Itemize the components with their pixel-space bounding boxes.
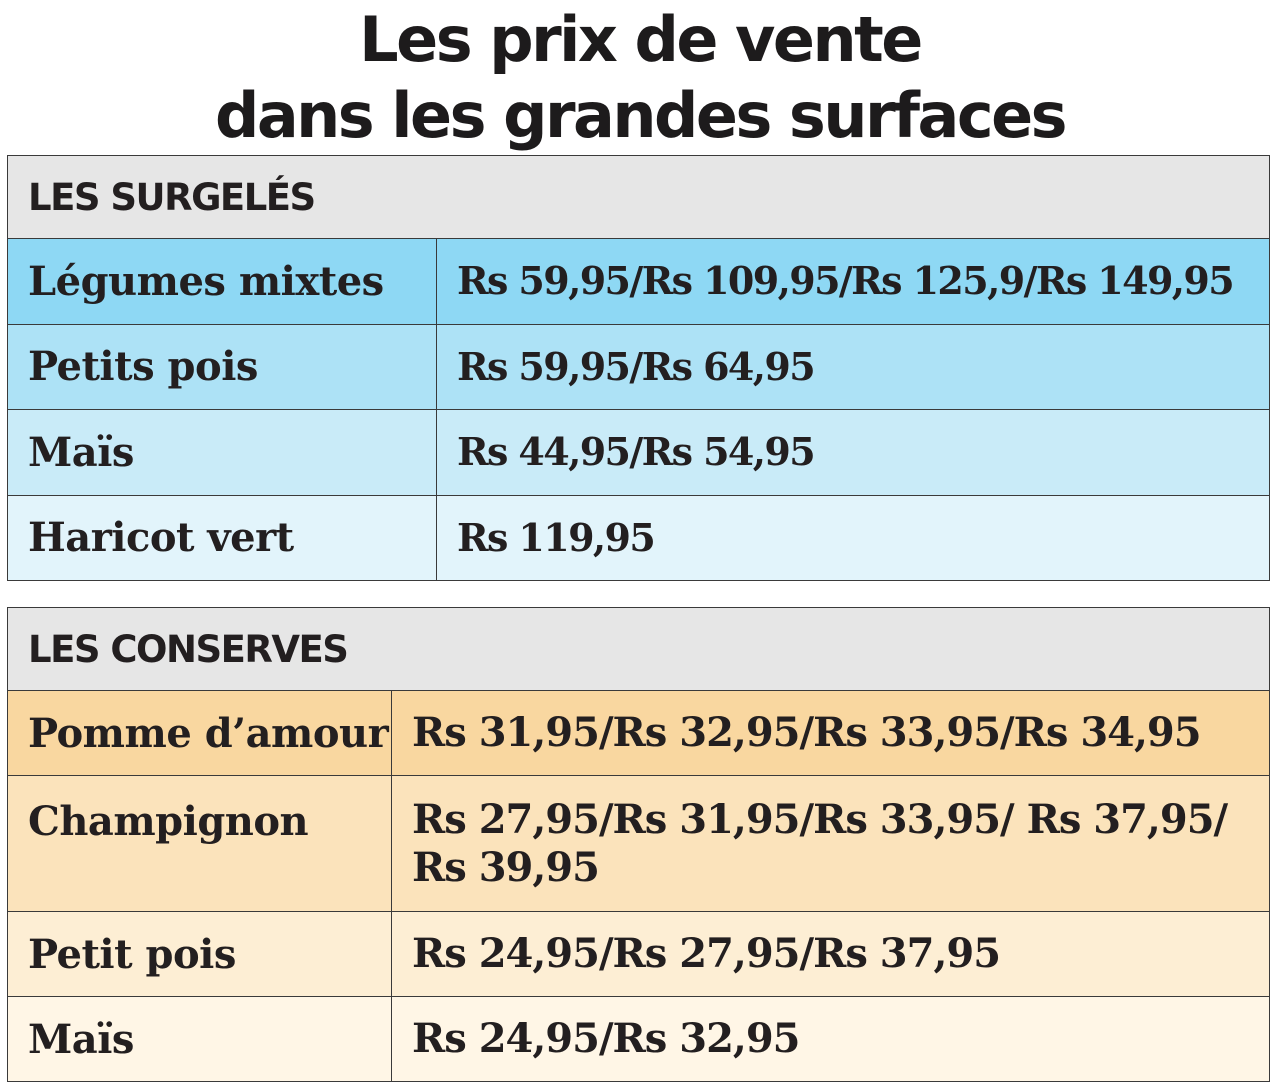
product-name: Petit pois: [7, 911, 392, 997]
surgeles-table: LES SURGELÉS Légumes mixtes Rs 59,95/Rs …: [7, 155, 1270, 581]
page-title-line-2: dans les grandes surfaces: [214, 79, 1068, 152]
product-prices: Rs 27,95/Rs 31,95/Rs 33,95/ Rs 37,95/ Rs…: [391, 775, 1270, 912]
table-row: Petits pois Rs 59,95/Rs 64,95: [7, 323, 1270, 410]
table-row: Légumes mixtes Rs 59,95/Rs 109,95/Rs 125…: [7, 238, 1270, 325]
product-name: Haricot vert: [7, 494, 437, 581]
page-title: Les prix de vente dans les grandes surfa…: [0, 0, 1280, 154]
table-row: Maïs Rs 24,95/Rs 32,95: [7, 996, 1270, 1082]
product-name: Petits pois: [7, 323, 437, 410]
table-row: Petit pois Rs 24,95/Rs 27,95/Rs 37,95: [7, 911, 1270, 997]
product-prices: Rs 44,95/Rs 54,95: [436, 409, 1270, 496]
product-prices: Rs 24,95/Rs 32,95: [391, 996, 1270, 1082]
table-row: Maïs Rs 44,95/Rs 54,95: [7, 409, 1270, 496]
conserves-header-row: LES CONSERVES: [7, 607, 1270, 691]
product-name: Pomme d’amour: [7, 690, 392, 776]
conserves-table: LES CONSERVES Pomme d’amour Rs 31,95/Rs …: [7, 607, 1270, 1082]
page-title-line-1: Les prix de vente: [359, 3, 923, 76]
product-prices: Rs 31,95/Rs 32,95/Rs 33,95/Rs 34,95: [391, 690, 1270, 776]
product-prices: Rs 24,95/Rs 27,95/Rs 37,95: [391, 911, 1270, 997]
table-row: Haricot vert Rs 119,95: [7, 494, 1270, 581]
product-name: Légumes mixtes: [7, 238, 437, 325]
product-name: Champignon: [7, 775, 392, 912]
product-name: Maïs: [7, 996, 392, 1082]
product-prices: Rs 59,95/Rs 64,95: [436, 323, 1270, 410]
surgeles-header-row: LES SURGELÉS: [7, 155, 1270, 239]
product-prices: Rs 59,95/Rs 109,95/Rs 125,9/Rs 149,95: [436, 238, 1270, 325]
product-prices: Rs 119,95: [436, 494, 1270, 581]
conserves-heading: LES CONSERVES: [7, 607, 1270, 691]
table-row: Pomme d’amour Rs 31,95/Rs 32,95/Rs 33,95…: [7, 690, 1270, 776]
product-name: Maïs: [7, 409, 437, 496]
surgeles-heading: LES SURGELÉS: [7, 155, 1270, 239]
table-row: Champignon Rs 27,95/Rs 31,95/Rs 33,95/ R…: [7, 775, 1270, 912]
